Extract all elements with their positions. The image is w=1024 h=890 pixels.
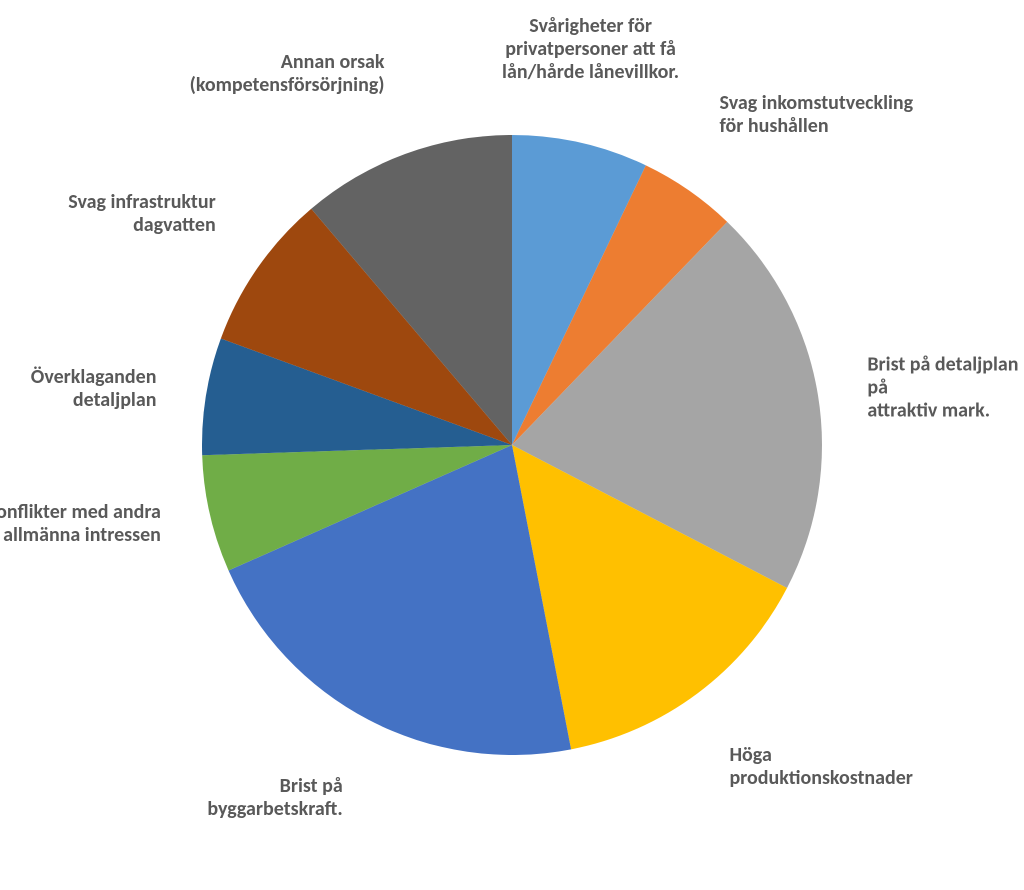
pie-slice-label: Annan orsak (kompetensförsörjning) bbox=[190, 51, 385, 97]
pie-slice-label: Svag infrastruktur dagvatten bbox=[68, 191, 216, 237]
pie-slice-label: Överklaganden detaljplan bbox=[31, 366, 157, 412]
pie-slice-label: Höga produktionskostnader bbox=[729, 744, 912, 790]
pie-slice-label: Brist på byggarbetskraft. bbox=[207, 775, 342, 821]
pie-slice-label: Brist på detaljplan på attraktiv mark. bbox=[867, 353, 1024, 422]
pie-chart-container: Svårigheter för privatpersoner att få lå… bbox=[0, 0, 1024, 890]
pie-slice-label: Svag inkomstutveckling för hushållen bbox=[719, 92, 913, 138]
pie-slice-label: Svårigheter för privatpersoner att få lå… bbox=[502, 15, 679, 84]
pie-slice-label: Konflikter med andra allmänna intressen bbox=[0, 501, 161, 547]
